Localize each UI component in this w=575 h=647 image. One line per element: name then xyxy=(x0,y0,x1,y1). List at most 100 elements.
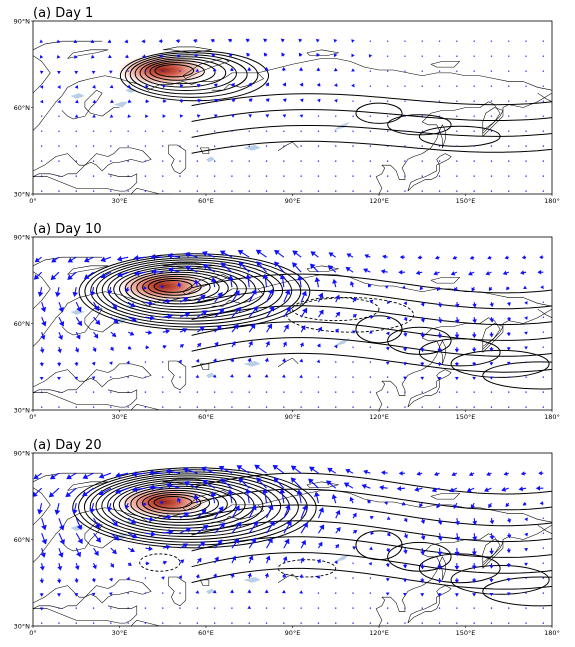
wind-vector-dot xyxy=(508,70,510,72)
wind-vector-head xyxy=(39,579,45,584)
wind-vector-dot xyxy=(92,190,95,192)
wind-vector-head xyxy=(454,565,460,571)
wind-vector-head xyxy=(471,551,477,556)
wind-vector-head xyxy=(402,285,406,289)
contour-line xyxy=(482,576,552,607)
wind-vector-dot xyxy=(421,40,423,42)
wind-vector-head xyxy=(506,286,510,291)
wind-vector-dot xyxy=(525,622,527,624)
wind-vector-head xyxy=(301,539,306,546)
wind-vector-dot xyxy=(525,70,527,72)
wind-vector-dot xyxy=(438,100,441,102)
wind-vector-dot xyxy=(110,376,112,378)
wind-vector-dot xyxy=(58,115,60,117)
wind-vector-head xyxy=(437,334,443,339)
wind-vector-dot xyxy=(404,55,406,57)
wind-vector-head xyxy=(48,491,55,498)
wind-vector-head xyxy=(233,323,239,330)
wind-vector-head xyxy=(230,374,234,378)
wind-vector-dot xyxy=(456,70,458,72)
wind-vector-head xyxy=(247,357,252,362)
wind-vector-head xyxy=(316,52,320,57)
wind-vector-dot xyxy=(542,577,545,579)
wind-vector-head xyxy=(218,308,225,314)
wind-vector-head xyxy=(196,114,201,118)
wind-vector-head xyxy=(317,326,323,332)
wind-vector-dot xyxy=(352,190,354,192)
wind-vector-head xyxy=(351,39,355,43)
wind-vector-dot xyxy=(144,160,147,162)
wind-vector-dot xyxy=(542,316,545,318)
wind-vector-head xyxy=(503,471,508,476)
wind-vector-head xyxy=(59,538,65,545)
wind-vector-head xyxy=(211,53,216,58)
wind-vector-dot xyxy=(369,85,372,87)
wind-vector-dot xyxy=(525,592,527,594)
wind-vector-head xyxy=(247,374,252,378)
wind-vector-dot xyxy=(179,376,181,378)
wind-vector-head xyxy=(200,508,207,515)
wind-vector-head xyxy=(363,268,369,273)
wind-vector-head xyxy=(133,270,140,277)
wind-vector-dot xyxy=(421,55,423,57)
wind-vector-dot xyxy=(456,607,458,609)
wind-vector-head xyxy=(113,318,119,324)
lake-shape xyxy=(113,101,129,108)
wind-vector-head xyxy=(41,538,48,545)
wind-vector-dot xyxy=(127,190,129,192)
wind-vector-head xyxy=(41,321,47,327)
wind-vector-dot xyxy=(421,145,423,147)
wind-vector-dot xyxy=(490,145,493,147)
wind-vector-head xyxy=(199,326,205,332)
wind-vector-head xyxy=(454,593,459,597)
coastline xyxy=(33,153,86,177)
negative-contour xyxy=(139,553,181,572)
wind-vector-head xyxy=(274,249,280,256)
wind-vector-dot xyxy=(283,175,285,177)
wind-vector-head xyxy=(175,38,180,44)
wind-vector-dot xyxy=(525,55,527,57)
wind-vector-dot xyxy=(404,40,406,42)
wind-vector-dot xyxy=(542,40,545,42)
wind-vector-dot xyxy=(542,406,545,408)
wind-vector-head xyxy=(109,114,114,118)
wind-vector-dot xyxy=(386,406,389,408)
wind-vector-dot xyxy=(300,145,302,147)
x-tick-label: 150°E xyxy=(456,413,476,421)
lake-shape xyxy=(206,588,215,595)
wind-vector-dot xyxy=(404,85,406,87)
wind-vector-head xyxy=(420,348,425,353)
wind-vector-dot xyxy=(196,607,199,609)
wind-vector-head xyxy=(282,114,287,118)
wind-vector-dot xyxy=(75,622,77,624)
wind-vector-dot xyxy=(525,85,527,87)
coastline xyxy=(211,72,264,91)
wind-vector-dot xyxy=(58,406,60,408)
wind-vector-dot xyxy=(438,145,441,147)
wind-vector-dot xyxy=(490,391,493,393)
wind-vector-dot xyxy=(110,175,112,177)
wind-vector-dot xyxy=(162,592,164,594)
wind-vector-dot xyxy=(369,406,372,408)
wind-vector-dot xyxy=(456,160,458,162)
wind-vector-head xyxy=(506,347,511,351)
contour-line xyxy=(139,58,227,88)
wind-vector-head xyxy=(82,473,89,480)
wind-vector-dot xyxy=(421,622,423,624)
wind-vector-dot xyxy=(386,145,389,147)
coastline xyxy=(168,576,187,607)
coastline xyxy=(482,323,504,350)
wind-vector-head xyxy=(230,572,235,577)
lake-shape xyxy=(243,144,261,151)
wind-vector-head xyxy=(107,289,113,295)
wind-vector-head xyxy=(402,362,407,366)
wind-vector-head xyxy=(403,518,408,523)
wind-vector-head xyxy=(109,361,113,366)
wind-vector-head xyxy=(131,316,137,322)
wind-vector-dot xyxy=(352,115,354,117)
wind-vector-head xyxy=(290,477,297,483)
wind-vector-head xyxy=(331,494,338,500)
wind-vector-dot xyxy=(75,175,77,177)
coastline xyxy=(537,524,552,534)
wind-vector-dot xyxy=(144,577,147,579)
